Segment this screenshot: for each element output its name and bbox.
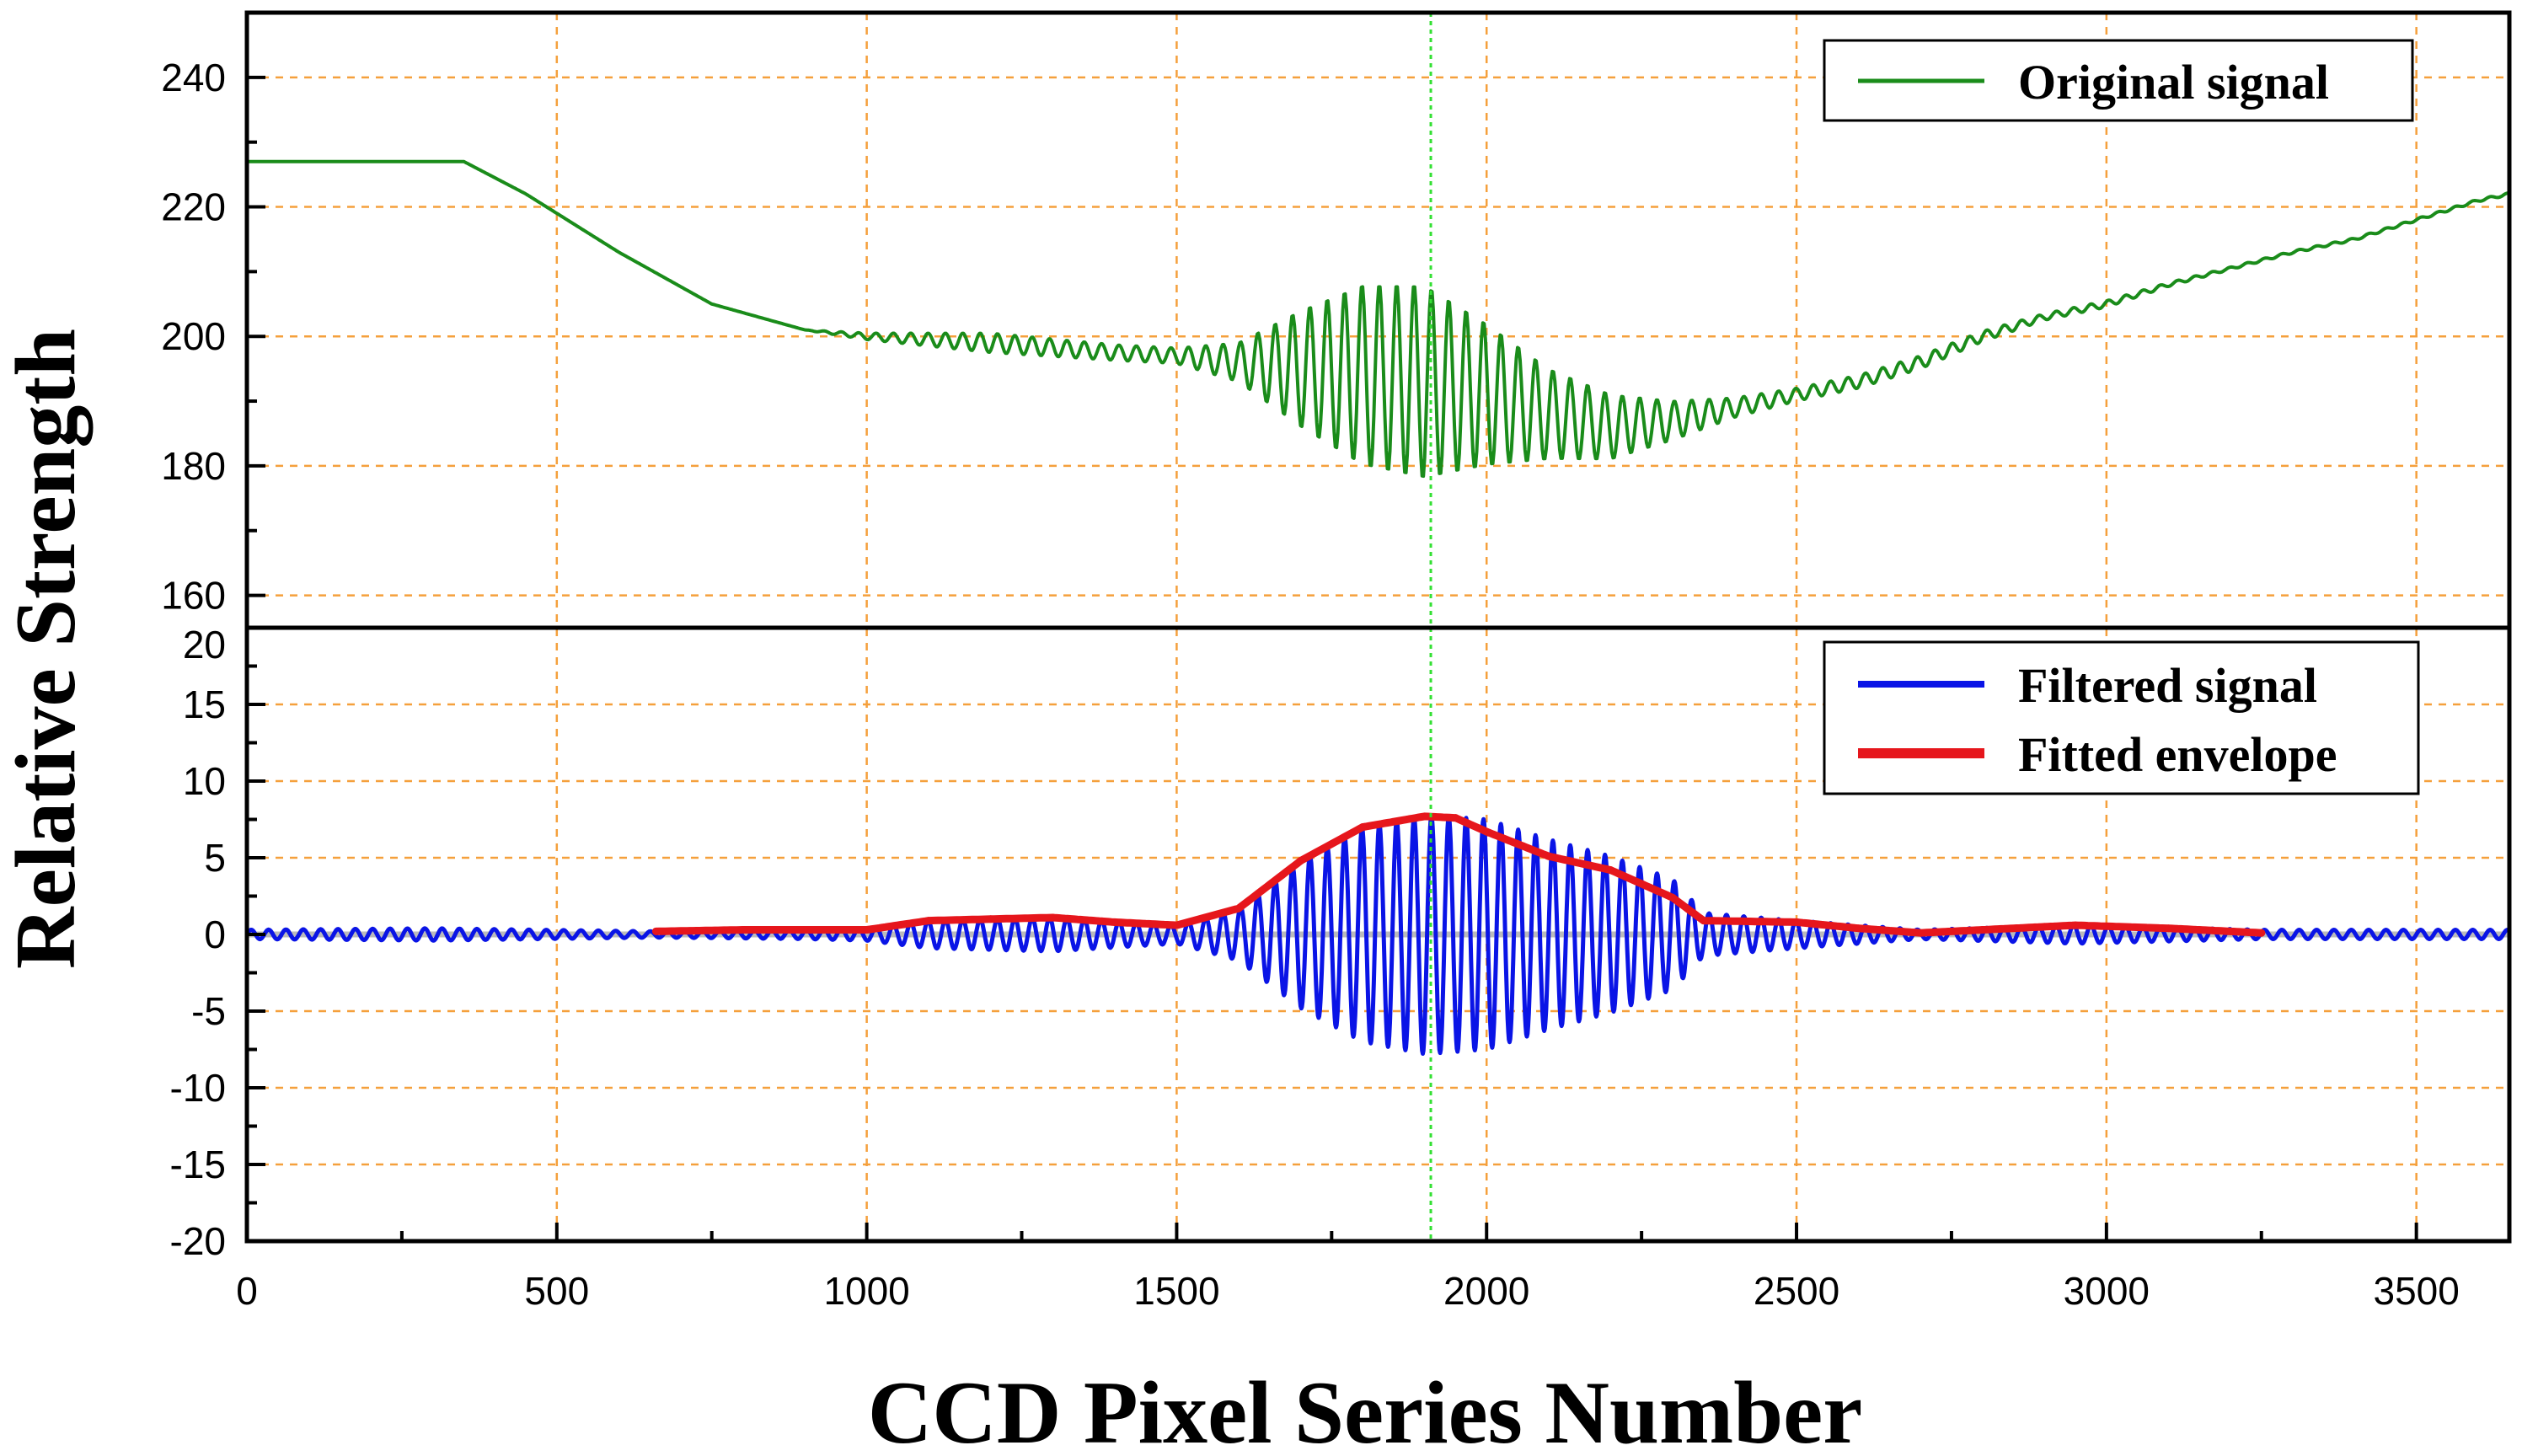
envelope-point (1668, 893, 1677, 902)
envelope-point (1792, 918, 1801, 926)
envelope-point (1606, 866, 1614, 875)
envelope-point (1421, 812, 1429, 821)
envelope-point (738, 926, 747, 934)
series-fitted-envelope (652, 812, 2266, 937)
legend-label-envelope: Fitted envelope (2018, 727, 2337, 782)
x-tick-label: 2000 (1443, 1269, 1529, 1313)
y-axis-title: Relative Strength (0, 329, 94, 969)
envelope-point (863, 926, 871, 934)
plot-series (244, 159, 2511, 1056)
grid-lines (247, 13, 2509, 1241)
y-bottom-tick-label: 10 (183, 759, 226, 803)
envelope-point (1545, 852, 1553, 860)
top-legend: Original signal (1823, 39, 2414, 122)
axes-frame (244, 10, 2512, 1244)
y-top-tick-label: 220 (161, 185, 226, 229)
y-bottom-tick-label: 0 (204, 913, 226, 956)
envelope-point (801, 926, 809, 934)
y-bottom-tick-label: 5 (204, 836, 226, 880)
y-bottom-tick-label: -5 (191, 989, 226, 1033)
y-top-tick-label: 160 (161, 574, 226, 618)
envelope-point (1979, 926, 1987, 934)
tick-labels: 0 500 1000 1500 2000 2500 3000 3500160180200220… (161, 56, 2460, 1313)
envelope-point (1700, 917, 1708, 925)
envelope-point (1482, 827, 1491, 836)
y-bottom-tick-label: 15 (183, 682, 226, 726)
series-original-signal (246, 159, 2510, 479)
envelope-point (1855, 924, 1863, 933)
x-tick-label: 500 (524, 1269, 589, 1313)
y-bottom-tick-label: -15 (170, 1143, 226, 1186)
y-bottom-tick-label: -20 (170, 1219, 226, 1263)
envelope-point (1048, 913, 1057, 922)
x-tick-label: 3500 (2373, 1269, 2459, 1313)
envelope-point (1234, 904, 1243, 913)
x-tick-label: 2500 (1754, 1269, 1839, 1313)
y-bottom-tick-label: -10 (170, 1066, 226, 1110)
envelope-point (2164, 924, 2172, 933)
legend-label-original: Original signal (2018, 55, 2329, 110)
y-bottom-tick-label: 20 (183, 623, 226, 666)
tick-marks (245, 75, 2418, 1243)
envelope-point (1111, 918, 1119, 926)
y-top-tick-label: 240 (161, 56, 226, 99)
x-tick-label: 0 (236, 1269, 258, 1313)
envelope-point (2040, 923, 2048, 931)
envelope-point (1358, 823, 1367, 832)
y-top-tick-label: 180 (161, 444, 226, 488)
series-filtered-signal (244, 813, 2511, 1056)
x-axis-title: CCD Pixel Series Number (868, 1363, 1863, 1456)
bottom-legend-box (1823, 640, 2420, 795)
x-tick-label: 3000 (2064, 1269, 2150, 1313)
x-tick-label: 1500 (1133, 1269, 1219, 1313)
envelope-point (987, 915, 995, 923)
envelope-point (2257, 929, 2266, 937)
x-tick-label: 1000 (823, 1269, 909, 1313)
envelope-point (1916, 929, 1925, 937)
envelope-point (1172, 921, 1181, 929)
envelope-point (1451, 814, 1459, 822)
legend-label-filtered: Filtered signal (2018, 658, 2317, 713)
envelope-point (652, 927, 661, 935)
y-top-tick-label: 200 (161, 314, 226, 358)
envelope-point (924, 917, 933, 925)
envelope-point (2071, 921, 2080, 929)
bottom-legend: Filtered signal Fitted envelope (1823, 640, 2420, 795)
envelope-point (1297, 857, 1305, 865)
